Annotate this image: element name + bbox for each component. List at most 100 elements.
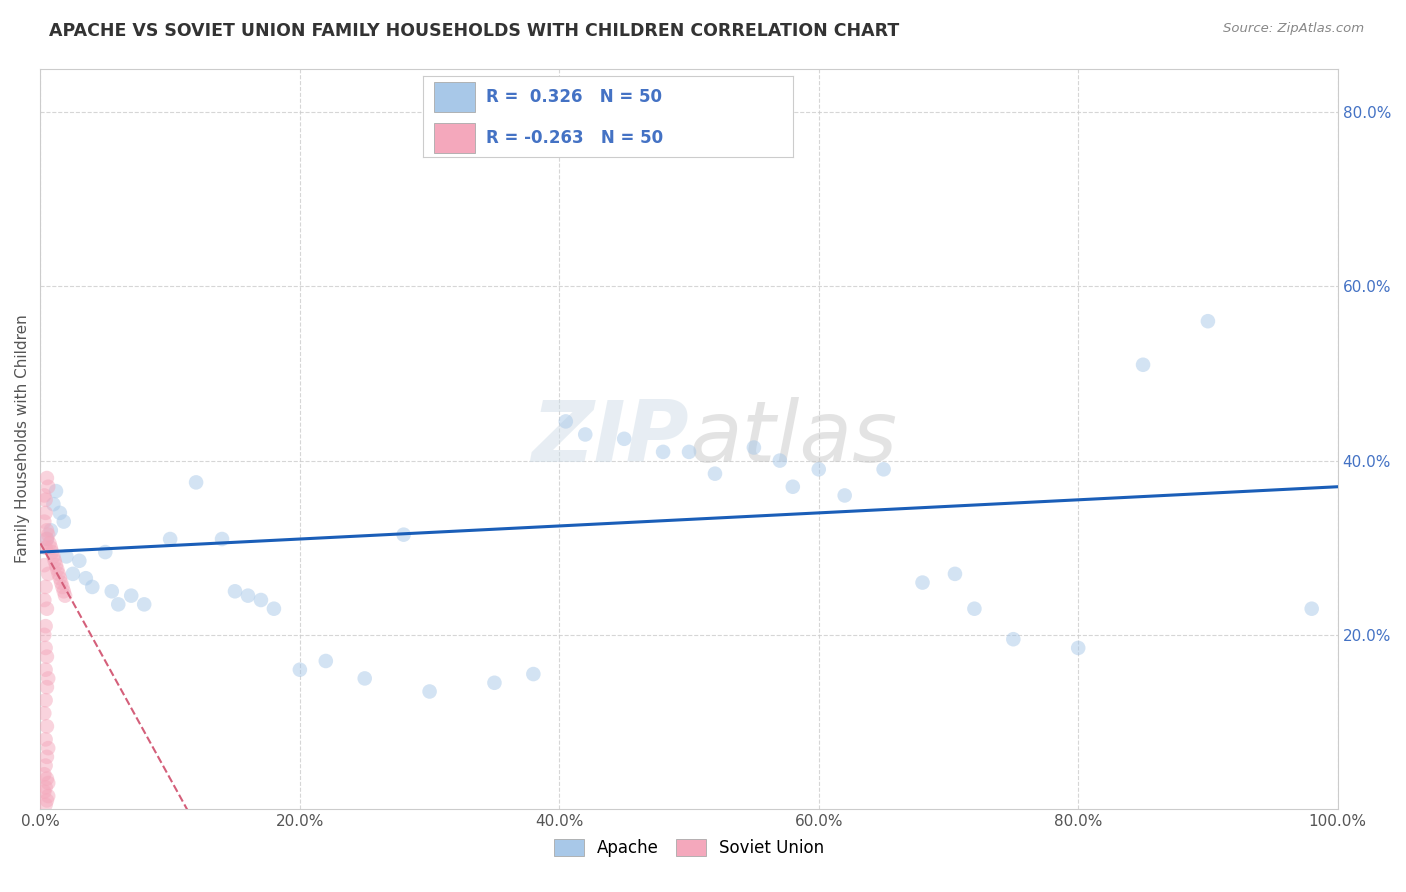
Point (392, 527, 415, 541)
Point (554, 414, 576, 428)
Point (42, 497, 65, 511)
Point (35, 532, 58, 546)
Point (34, 663, 56, 677)
Point (1132, 358, 1154, 372)
Point (39, 541, 62, 555)
Point (34, 541, 56, 555)
Point (41, 545, 63, 559)
Point (872, 462, 894, 476)
Point (34, 628, 56, 642)
Point (34, 558, 56, 573)
Point (1002, 632, 1025, 647)
Point (34, 758, 56, 772)
Point (34, 619, 56, 633)
Point (34, 515, 56, 529)
Point (35, 471, 58, 485)
Point (39, 524, 62, 538)
Point (82, 580, 104, 594)
Point (52, 584, 75, 599)
Point (34, 732, 56, 747)
Point (704, 467, 727, 481)
Point (184, 475, 207, 490)
Point (484, 675, 506, 690)
Point (34, 506, 56, 520)
Text: Source: ZipAtlas.com: Source: ZipAtlas.com (1223, 22, 1364, 36)
Point (62, 566, 84, 581)
Point (51, 575, 73, 590)
Point (34, 492, 56, 507)
Point (34, 693, 56, 707)
Point (224, 584, 246, 599)
Point (49, 506, 72, 520)
Point (35, 601, 58, 615)
Point (35, 524, 58, 538)
Point (769, 453, 792, 467)
Point (963, 601, 986, 615)
Point (353, 672, 375, 686)
Point (315, 654, 337, 668)
Point (35, 680, 58, 694)
Point (53, 589, 76, 603)
Point (120, 589, 142, 603)
Legend: Apache, Soviet Union: Apache, Soviet Union (547, 832, 831, 863)
Point (37, 741, 59, 756)
Point (943, 566, 966, 581)
Point (574, 427, 596, 442)
Point (35, 793, 58, 807)
Point (37, 566, 59, 581)
Point (263, 601, 285, 615)
Point (34, 797, 56, 812)
Point (67, 554, 90, 568)
Point (911, 575, 934, 590)
Text: ZIP: ZIP (531, 397, 689, 480)
Point (159, 532, 181, 546)
Point (100, 584, 122, 599)
Point (35, 649, 58, 664)
Point (34, 593, 56, 607)
Point (48, 566, 70, 581)
Point (37, 480, 59, 494)
Point (94, 545, 117, 559)
Point (1197, 314, 1219, 328)
Point (652, 445, 675, 459)
Point (211, 532, 233, 546)
Point (37, 789, 59, 803)
Point (35, 532, 58, 546)
Point (134, 598, 156, 612)
Point (35, 719, 58, 733)
Point (34, 640, 56, 655)
Point (678, 445, 700, 459)
Point (44, 554, 66, 568)
Point (51, 580, 73, 594)
Point (37, 776, 59, 790)
Point (49, 571, 72, 585)
Point (34, 767, 56, 781)
Point (250, 593, 273, 607)
Point (288, 663, 311, 677)
Point (782, 480, 804, 494)
Point (42, 549, 65, 564)
Point (522, 667, 544, 681)
Point (1067, 640, 1090, 655)
Point (38, 536, 60, 550)
Point (35, 749, 58, 764)
Point (45, 484, 67, 499)
Point (807, 462, 830, 476)
Point (34, 488, 56, 502)
Point (52, 515, 75, 529)
Point (1301, 601, 1323, 615)
Point (34, 580, 56, 594)
Point (75, 571, 97, 585)
Point (419, 684, 441, 698)
Text: APACHE VS SOVIET UNION FAMILY HOUSEHOLDS WITH CHILDREN CORRELATION CHART: APACHE VS SOVIET UNION FAMILY HOUSEHOLDS… (49, 22, 900, 40)
Point (742, 441, 765, 455)
Point (107, 598, 129, 612)
Point (34, 785, 56, 799)
Point (55, 549, 77, 564)
Y-axis label: Family Households with Children: Family Households with Children (15, 315, 30, 563)
Point (613, 432, 636, 446)
Point (34, 706, 56, 721)
Point (236, 589, 259, 603)
Point (45, 558, 67, 573)
Point (35, 772, 58, 786)
